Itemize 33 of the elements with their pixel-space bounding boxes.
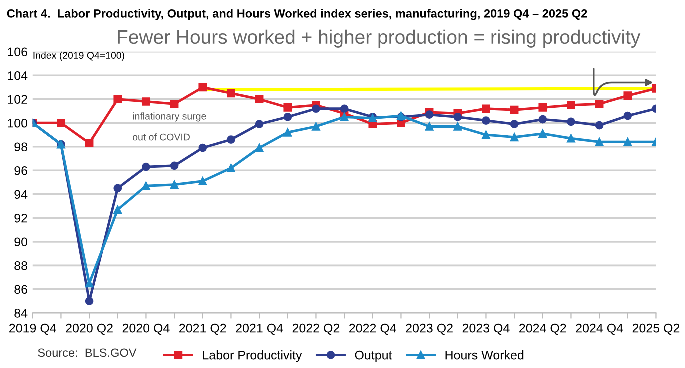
y-axis-title: Index (2019 Q4=100) [34, 52, 124, 61]
x-tick-label: 2021 Q4 [236, 324, 284, 336]
y-tick-label: 90 [14, 238, 28, 247]
y-tick-label: 84 [14, 308, 28, 318]
y-tick-label: 100 [8, 118, 28, 128]
y-tick-label: 88 [14, 261, 28, 270]
x-tick-label: 2022 Q2 [292, 324, 340, 336]
legend-label: Hours Worked [446, 350, 524, 360]
annotation: Fewer Hours worked + higher production = rising productivity [118, 30, 641, 48]
x-tick-label: 2021 Q2 [180, 324, 226, 336]
x-tick-label: 2023 Q2 [406, 324, 453, 336]
y-tick-label: 94 [14, 190, 28, 200]
annotation: inflationary surge [133, 112, 206, 122]
x-tick-label: 2022 Q4 [350, 324, 397, 336]
y-tick-label: 92 [14, 214, 28, 223]
x-tick-label: 2020 Q4 [122, 324, 170, 336]
legend-label: Labor Productivity [203, 350, 302, 362]
y-tick-label: 98 [14, 142, 28, 152]
y-tick-label: 96 [14, 166, 28, 176]
y-tick-label: 104 [8, 71, 28, 80]
chart-title: Chart 4. Labor Productivity, Output, and Hours Worked index series, manufacturing, 2019 Q4 – 2025 Q2 [7, 9, 588, 20]
y-tick-label: 102 [8, 95, 28, 104]
source-note: Source: BLS.GOV [38, 348, 137, 358]
y-tick-label: 86 [14, 285, 28, 294]
x-tick-label: 2025 Q2 [632, 324, 680, 336]
annotation: out of COVID [133, 134, 190, 141]
x-tick-label: 2024 Q4 [576, 324, 624, 336]
x-tick-label: 2019 Q4 [10, 324, 56, 336]
x-tick-label: 2023 Q4 [462, 324, 510, 336]
y-tick-label: 106 [8, 48, 28, 57]
legend-label: Output [355, 350, 392, 362]
x-tick-label: 2020 Q2 [66, 324, 113, 336]
x-tick-label: 2024 Q2 [520, 324, 566, 336]
